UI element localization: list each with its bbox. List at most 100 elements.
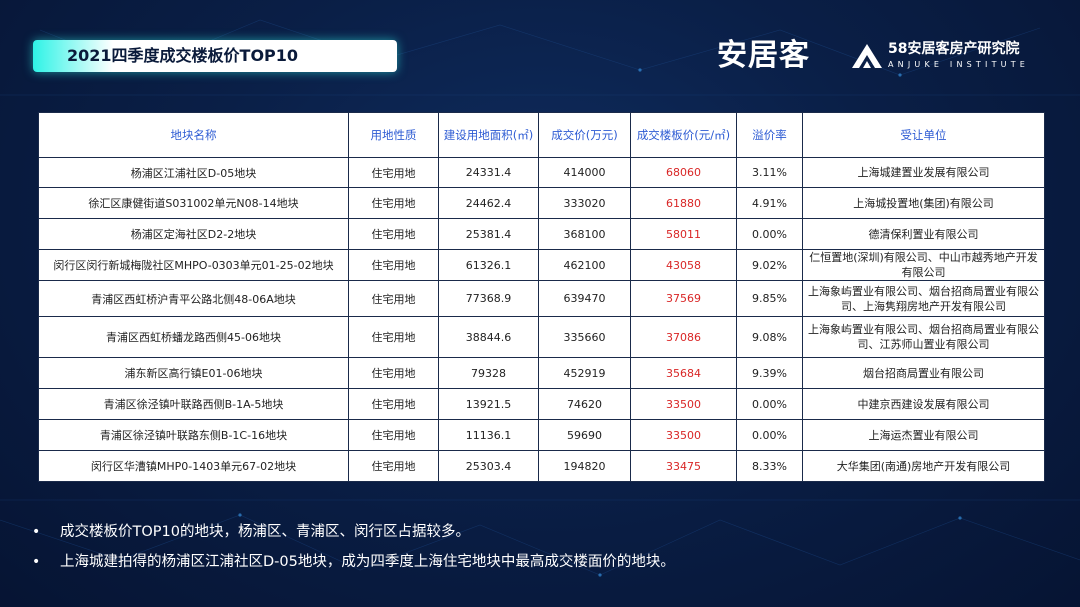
cell-lot-name: 杨浦区江浦社区D-05地块	[38, 157, 349, 188]
cell-lot-name: 青浦区徐泾镇叶联路东侧B-1C-16地块	[38, 419, 349, 451]
cell-premium: 0.00%	[736, 218, 803, 250]
table-header-row: 地块名称 用地性质 建设用地面积(㎡) 成交价(万元) 成交楼板价(元/㎡) 溢…	[38, 112, 1045, 158]
cell-floor-price: 58011	[630, 218, 737, 250]
cell-lot-name: 青浦区徐泾镇叶联路西侧B-1A-5地块	[38, 388, 349, 420]
cell-floor-price: 37086	[630, 316, 737, 358]
table-row: 闵行区华漕镇MHP0-1403单元67-02地块 住宅用地 25303.4 19…	[38, 450, 1045, 482]
cell-buyer: 烟台招商局置业有限公司	[802, 357, 1045, 389]
cell-area: 77368.9	[438, 280, 539, 317]
cell-price: 452919	[538, 357, 631, 389]
bullet-text: 成交楼板价TOP10的地块，杨浦区、青浦区、闵行区占据较多。	[60, 524, 470, 540]
cell-buyer: 上海象屿置业有限公司、烟台招商局置业有限公司、上海隽翔房地产开发有限公司	[802, 280, 1045, 317]
cell-premium: 4.91%	[736, 187, 803, 219]
cell-area: 24331.4	[438, 157, 539, 188]
cell-buyer: 中建京西建设发展有限公司	[802, 388, 1045, 420]
cell-area: 11136.1	[438, 419, 539, 451]
land-deals-table: 地块名称 用地性质 建设用地面积(㎡) 成交价(万元) 成交楼板价(元/㎡) 溢…	[38, 112, 1045, 482]
cell-lot-name: 杨浦区定海社区D2-2地块	[38, 218, 349, 250]
cell-lot-name: 青浦区西虹桥沪青平公路北侧48-06A地块	[38, 280, 349, 317]
bullet-item: • 上海城建拍得的杨浦区江浦社区D-05地块，成为四季度上海住宅地块中最高成交楼…	[32, 552, 1042, 582]
summary-bullets: • 成交楼板价TOP10的地块，杨浦区、青浦区、闵行区占据较多。 • 上海城建拍…	[32, 522, 1042, 582]
cell-land-use: 住宅用地	[348, 218, 439, 250]
table-row: 青浦区徐泾镇叶联路西侧B-1A-5地块 住宅用地 13921.5 74620 3…	[38, 388, 1045, 420]
table-row: 青浦区西虹桥蟠龙路西侧45-06地块 住宅用地 38844.6 335660 3…	[38, 316, 1045, 358]
table-row: 杨浦区江浦社区D-05地块 住宅用地 24331.4 414000 68060 …	[38, 157, 1045, 188]
cell-floor-price: 61880	[630, 187, 737, 219]
cell-premium: 8.33%	[736, 450, 803, 482]
cell-area: 25303.4	[438, 450, 539, 482]
cell-buyer: 上海城建置业发展有限公司	[802, 157, 1045, 188]
cell-floor-price: 33500	[630, 388, 737, 420]
bullet-dot-icon: •	[32, 524, 41, 540]
cell-land-use: 住宅用地	[348, 280, 439, 317]
institute-mark-icon	[852, 44, 882, 68]
cell-lot-name: 浦东新区高行镇E01-06地块	[38, 357, 349, 389]
cell-price: 414000	[538, 157, 631, 188]
cell-price: 333020	[538, 187, 631, 219]
table-row: 杨浦区定海社区D2-2地块 住宅用地 25381.4 368100 58011 …	[38, 218, 1045, 250]
cell-premium: 9.85%	[736, 280, 803, 317]
anjuke-logo: 安居客	[717, 38, 810, 73]
header-area: 建设用地面积(㎡)	[438, 112, 539, 158]
cell-buyer: 德清保利置业有限公司	[802, 218, 1045, 250]
header-lot-name: 地块名称	[38, 112, 349, 158]
cell-area: 24462.4	[438, 187, 539, 219]
table-row: 闵行区闵行新城梅陇社区MHPO-0303单元01-25-02地块 住宅用地 61…	[38, 249, 1045, 281]
cell-premium: 3.11%	[736, 157, 803, 188]
page-title: 2021四季度成交楼板价TOP10	[67, 46, 299, 65]
cell-area: 38844.6	[438, 316, 539, 358]
header-land-use: 用地性质	[348, 112, 439, 158]
table-row: 青浦区西虹桥沪青平公路北侧48-06A地块 住宅用地 77368.9 63947…	[38, 280, 1045, 317]
cell-land-use: 住宅用地	[348, 450, 439, 482]
header-floor-price: 成交楼板价(元/㎡)	[630, 112, 737, 158]
cell-premium: 9.02%	[736, 249, 803, 281]
institute-name-cn: 58安居客房产研究院	[888, 41, 1020, 57]
institute-name-en: ANJUKE INSTITUTE	[888, 60, 1030, 69]
cell-area: 13921.5	[438, 388, 539, 420]
table-row: 青浦区徐泾镇叶联路东侧B-1C-16地块 住宅用地 11136.1 59690 …	[38, 419, 1045, 451]
cell-land-use: 住宅用地	[348, 249, 439, 281]
header-price: 成交价(万元)	[538, 112, 631, 158]
cell-buyer: 上海象屿置业有限公司、烟台招商局置业有限公司、江苏师山置业有限公司	[802, 316, 1045, 358]
cell-land-use: 住宅用地	[348, 357, 439, 389]
cell-price: 74620	[538, 388, 631, 420]
cell-floor-price: 33475	[630, 450, 737, 482]
cell-floor-price: 33500	[630, 419, 737, 451]
cell-land-use: 住宅用地	[348, 419, 439, 451]
table-row: 徐汇区康健街道S031002单元N08-14地块 住宅用地 24462.4 33…	[38, 187, 1045, 219]
cell-price: 462100	[538, 249, 631, 281]
cell-buyer: 大华集团(南通)房地产开发有限公司	[802, 450, 1045, 482]
cell-lot-name: 徐汇区康健街道S031002单元N08-14地块	[38, 187, 349, 219]
cell-lot-name: 闵行区华漕镇MHP0-1403单元67-02地块	[38, 450, 349, 482]
cell-land-use: 住宅用地	[348, 316, 439, 358]
cell-area: 79328	[438, 357, 539, 389]
cell-price: 194820	[538, 450, 631, 482]
cell-premium: 0.00%	[736, 419, 803, 451]
cell-premium: 9.39%	[736, 357, 803, 389]
header-buyer: 受让单位	[802, 112, 1045, 158]
cell-buyer: 上海城投置地(集团)有限公司	[802, 187, 1045, 219]
cell-price: 368100	[538, 218, 631, 250]
cell-land-use: 住宅用地	[348, 388, 439, 420]
title-bar: 2021四季度成交楼板价TOP10	[33, 40, 397, 72]
cell-area: 61326.1	[438, 249, 539, 281]
bullet-dot-icon: •	[32, 554, 41, 570]
anjuke-institute-logo: 58安居客房产研究院 ANJUKE INSTITUTE	[850, 40, 1050, 74]
cell-floor-price: 68060	[630, 157, 737, 188]
cell-area: 25381.4	[438, 218, 539, 250]
cell-floor-price: 37569	[630, 280, 737, 317]
cell-floor-price: 43058	[630, 249, 737, 281]
cell-price: 335660	[538, 316, 631, 358]
cell-lot-name: 闵行区闵行新城梅陇社区MHPO-0303单元01-25-02地块	[38, 249, 349, 281]
cell-land-use: 住宅用地	[348, 157, 439, 188]
cell-land-use: 住宅用地	[348, 187, 439, 219]
cell-floor-price: 35684	[630, 357, 737, 389]
table-row: 浦东新区高行镇E01-06地块 住宅用地 79328 452919 35684 …	[38, 357, 1045, 389]
cell-buyer: 上海运杰置业有限公司	[802, 419, 1045, 451]
header-premium: 溢价率	[736, 112, 803, 158]
bullet-text: 上海城建拍得的杨浦区江浦社区D-05地块，成为四季度上海住宅地块中最高成交楼面价…	[60, 554, 675, 570]
cell-premium: 9.08%	[736, 316, 803, 358]
cell-price: 59690	[538, 419, 631, 451]
cell-premium: 0.00%	[736, 388, 803, 420]
bullet-item: • 成交楼板价TOP10的地块，杨浦区、青浦区、闵行区占据较多。	[32, 522, 1042, 552]
